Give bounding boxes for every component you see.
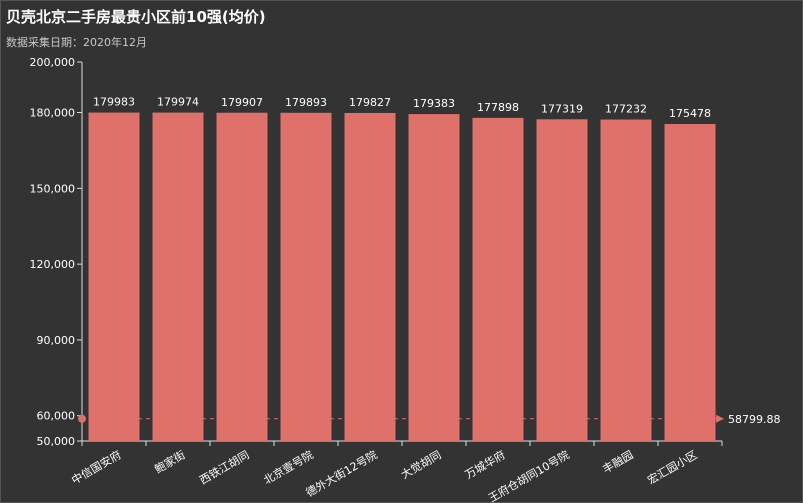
bar xyxy=(88,112,140,441)
markline-label: 58799.88 xyxy=(728,413,781,426)
bar xyxy=(536,119,588,442)
bar-value-label: 179974 xyxy=(157,96,199,109)
bar xyxy=(408,114,460,441)
x-category-label: 鲍家街 xyxy=(152,447,188,476)
x-category-label: 万城华府 xyxy=(462,447,507,481)
bar xyxy=(280,112,332,442)
bar xyxy=(664,123,716,441)
bar xyxy=(216,112,268,441)
x-category-label: 大觉胡同 xyxy=(398,447,443,481)
x-category-label: 丰融园 xyxy=(600,448,635,476)
bar-value-label: 179827 xyxy=(349,96,391,109)
chart-subtitle: 数据采集日期：2020年12月 xyxy=(6,36,147,49)
y-tick-label: 50,000 xyxy=(37,435,76,448)
markline-start-dot xyxy=(78,414,86,423)
y-tick-label: 200,000 xyxy=(30,56,76,69)
bar-value-label: 179983 xyxy=(93,96,135,109)
x-category-label: 宏汇园小区 xyxy=(645,447,700,487)
bar-value-label: 179907 xyxy=(221,96,263,109)
y-tick-label: 180,000 xyxy=(30,107,76,120)
bar-value-label: 177319 xyxy=(541,102,583,115)
bar xyxy=(152,112,204,441)
bar xyxy=(472,117,524,441)
y-tick-label: 60,000 xyxy=(37,410,76,423)
bar-value-label: 175478 xyxy=(669,107,711,120)
x-category-label: 中信国安府 xyxy=(69,447,124,487)
y-tick-label: 120,000 xyxy=(30,258,76,271)
bar xyxy=(600,119,652,441)
bar-value-label: 177232 xyxy=(605,103,647,116)
bar-value-label: 179893 xyxy=(285,96,327,109)
x-category-label: 德外大街12号院 xyxy=(303,447,379,499)
chart-title: 贝壳北京二手房最贵小区前10强(均价) xyxy=(6,8,266,26)
x-category-label: 北京壹号院 xyxy=(261,447,316,487)
bar-value-label: 179383 xyxy=(413,97,455,110)
y-tick-label: 150,000 xyxy=(30,182,76,195)
markline-arrow-icon xyxy=(716,414,724,423)
y-tick-label: 90,000 xyxy=(37,334,76,347)
x-category-label: 西铁江胡同 xyxy=(197,447,252,487)
bar xyxy=(344,112,396,441)
bar-value-label: 177898 xyxy=(477,101,519,114)
